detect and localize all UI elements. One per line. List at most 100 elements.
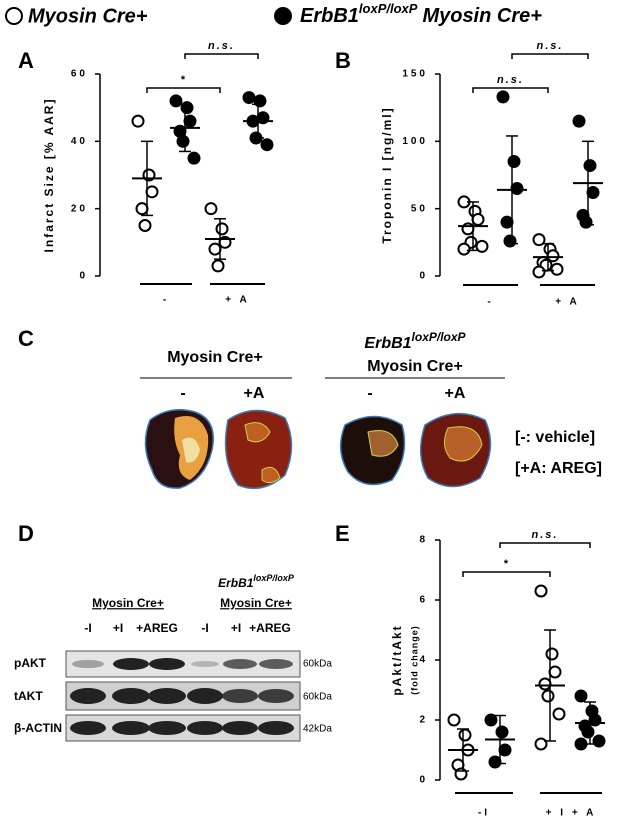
data-point: [583, 159, 597, 173]
data-point: [538, 677, 552, 691]
data-point: [176, 134, 190, 148]
y-axis-sublabel: (fold change): [409, 625, 419, 695]
significance-bracket: [146, 87, 221, 93]
data-point: [488, 755, 502, 769]
group-label: ErbB1loxP/loxP: [364, 330, 466, 352]
data-point: [552, 707, 566, 721]
data-point: [572, 114, 586, 128]
data-point: [541, 689, 555, 703]
lane-label: +AREG: [136, 621, 178, 635]
data-point: [586, 186, 600, 200]
y-tick-label: 0: [79, 271, 88, 282]
size-label: 60kDa: [303, 659, 332, 670]
data-point: [457, 242, 471, 256]
y-tick-label: 0: [419, 271, 428, 282]
condition-label: -: [180, 385, 185, 402]
panel-label: C: [18, 326, 34, 351]
data-point: [211, 259, 225, 273]
x-group-label: -I: [478, 808, 490, 819]
data-point: [215, 222, 229, 236]
superscript: loxP/loxP: [412, 330, 467, 344]
y-tick-label: 0: [419, 775, 428, 786]
data-point: [574, 689, 588, 703]
data-point: [260, 138, 274, 152]
genotype: Myosin Cre+: [422, 5, 542, 27]
y-tick-label: 8: [419, 535, 428, 546]
data-point: [204, 202, 218, 216]
lane-label: +I: [231, 621, 241, 635]
lane-label: +I: [113, 621, 123, 635]
data-point: [458, 728, 472, 742]
x-group-label: + I + A: [546, 808, 597, 819]
data-point: [183, 114, 197, 128]
data-point: [208, 242, 222, 256]
legend-marker: [274, 7, 292, 25]
y-axis-label: Troponin I [ng/ml]: [380, 106, 394, 243]
data-point: [495, 725, 509, 739]
data-point: [532, 233, 546, 247]
data-point: [534, 584, 548, 598]
y-tick-label: 20: [71, 203, 88, 214]
significance-bracket: [462, 571, 551, 577]
y-tick-label: 50: [411, 203, 428, 214]
significance-label: n.s.: [497, 74, 524, 86]
superscript: loxP/loxP: [253, 573, 295, 583]
size-label: 60kDa: [303, 692, 332, 703]
data-point: [503, 234, 517, 248]
data-point: [545, 647, 559, 661]
data-point: [447, 713, 461, 727]
significance-label: n.s.: [532, 529, 559, 541]
y-tick-label: 6: [419, 595, 428, 606]
condition-label: +A: [244, 385, 265, 402]
significance-bracket: [472, 87, 549, 93]
row-label: tAKT: [14, 689, 43, 703]
y-tick-label: 150: [402, 69, 428, 80]
data-point: [592, 734, 606, 748]
y-axis-label: Infarct Size [% AAR]: [42, 98, 56, 253]
gene: ErbB1: [300, 5, 359, 27]
data-point: [461, 222, 475, 236]
significance-label: n.s.: [208, 40, 235, 52]
blot: [65, 650, 301, 742]
significance-bracket: [511, 53, 589, 59]
superscript: loxP/loxP: [359, 1, 418, 16]
data-point: [242, 91, 256, 105]
heart-images: [144, 409, 492, 490]
condition-label: -: [367, 385, 372, 402]
legend-label: Myosin Cre+: [28, 5, 148, 27]
row-label: pAKT: [14, 656, 47, 670]
data-point: [498, 743, 512, 757]
data-point: [454, 767, 468, 781]
significance-label: n.s.: [537, 40, 564, 52]
x-group-label: + A: [555, 297, 579, 308]
data-point: [145, 185, 159, 199]
y-tick-label: 100: [402, 136, 428, 147]
panel-label: D: [18, 521, 34, 546]
data-point: [496, 90, 510, 104]
condition-label: +A: [445, 385, 466, 402]
group-label: Myosin Cre+: [220, 596, 292, 610]
data-point: [507, 155, 521, 169]
legend-label: ErbB1loxP/loxP Myosin Cre+: [300, 1, 542, 27]
y-tick-label: 4: [419, 655, 428, 666]
significance-label: *: [503, 558, 509, 570]
lane-label: +AREG: [249, 621, 291, 635]
data-point: [138, 219, 152, 232]
group-label: Myosin Cre+: [92, 596, 164, 610]
size-label: 42kDa: [303, 724, 332, 735]
data-point: [484, 713, 498, 727]
group-label: ErbB1loxP/loxP: [218, 573, 295, 590]
data-point: [187, 151, 201, 165]
data-point: [534, 737, 548, 751]
data-point: [510, 181, 524, 195]
significance-bracket: [499, 542, 591, 548]
key-label: [-: vehicle]: [515, 429, 595, 446]
data-point: [131, 114, 145, 128]
y-tick-label: 60: [71, 69, 88, 80]
data-point: [548, 665, 562, 679]
significance-label: *: [180, 74, 186, 86]
gene: ErbB1: [218, 576, 254, 590]
data-point: [579, 215, 593, 229]
data-point: [471, 212, 485, 226]
